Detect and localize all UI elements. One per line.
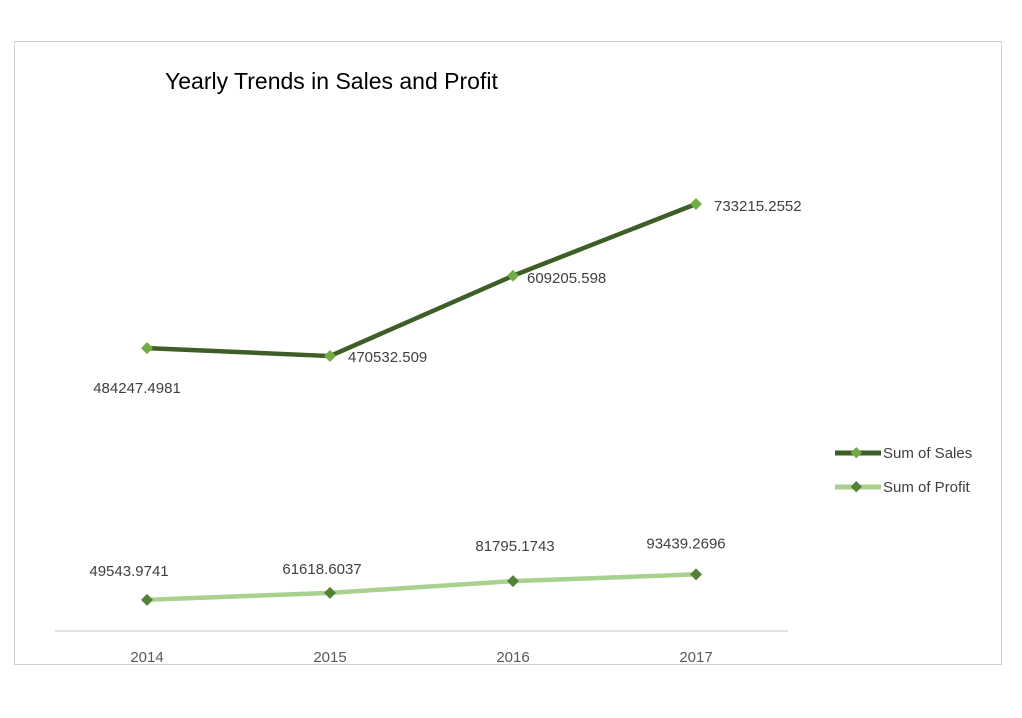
- data-point-sales: [507, 269, 519, 282]
- data-point-profit: [324, 586, 336, 599]
- x-tick-label: 2017: [679, 649, 712, 666]
- data-point-profit: [690, 568, 702, 581]
- data-label-sales: 609205.598: [527, 270, 606, 287]
- data-point-sales: [141, 342, 153, 355]
- series-line-profit: [144, 572, 699, 603]
- data-label-profit: 61618.6037: [282, 561, 361, 578]
- data-point-sales: [324, 350, 336, 363]
- data-point-profit: [141, 593, 153, 606]
- x-tick-label: 2016: [496, 649, 529, 666]
- legend-label-profit: Sum of Profit: [883, 478, 970, 496]
- data-point-sales: [690, 197, 702, 210]
- data-point-profit: [507, 575, 519, 588]
- chart-frame: [14, 41, 1002, 665]
- data-label-profit: 93439.2696: [646, 535, 725, 552]
- legend-swatch-profit: [835, 481, 881, 493]
- legend: Sum of Sales Sum of Profit: [835, 436, 972, 504]
- data-label-profit: 49543.9741: [89, 563, 168, 580]
- legend-swatch-sales: [835, 447, 881, 459]
- chart-title: Yearly Trends in Sales and Profit: [165, 68, 498, 94]
- legend-item-sales: Sum of Sales: [835, 436, 972, 470]
- legend-label-sales: Sum of Sales: [883, 444, 973, 462]
- series-line-sales: [144, 201, 699, 359]
- legend-item-profit: Sum of Profit: [835, 470, 972, 504]
- data-label-sales: 484247.4981: [93, 380, 181, 397]
- data-label-profit: 81795.1743: [475, 538, 554, 555]
- x-tick-label: 2015: [313, 649, 346, 666]
- data-label-sales: 470532.509: [348, 349, 427, 366]
- x-tick-label: 2014: [130, 649, 163, 666]
- data-label-sales: 733215.2552: [714, 198, 802, 215]
